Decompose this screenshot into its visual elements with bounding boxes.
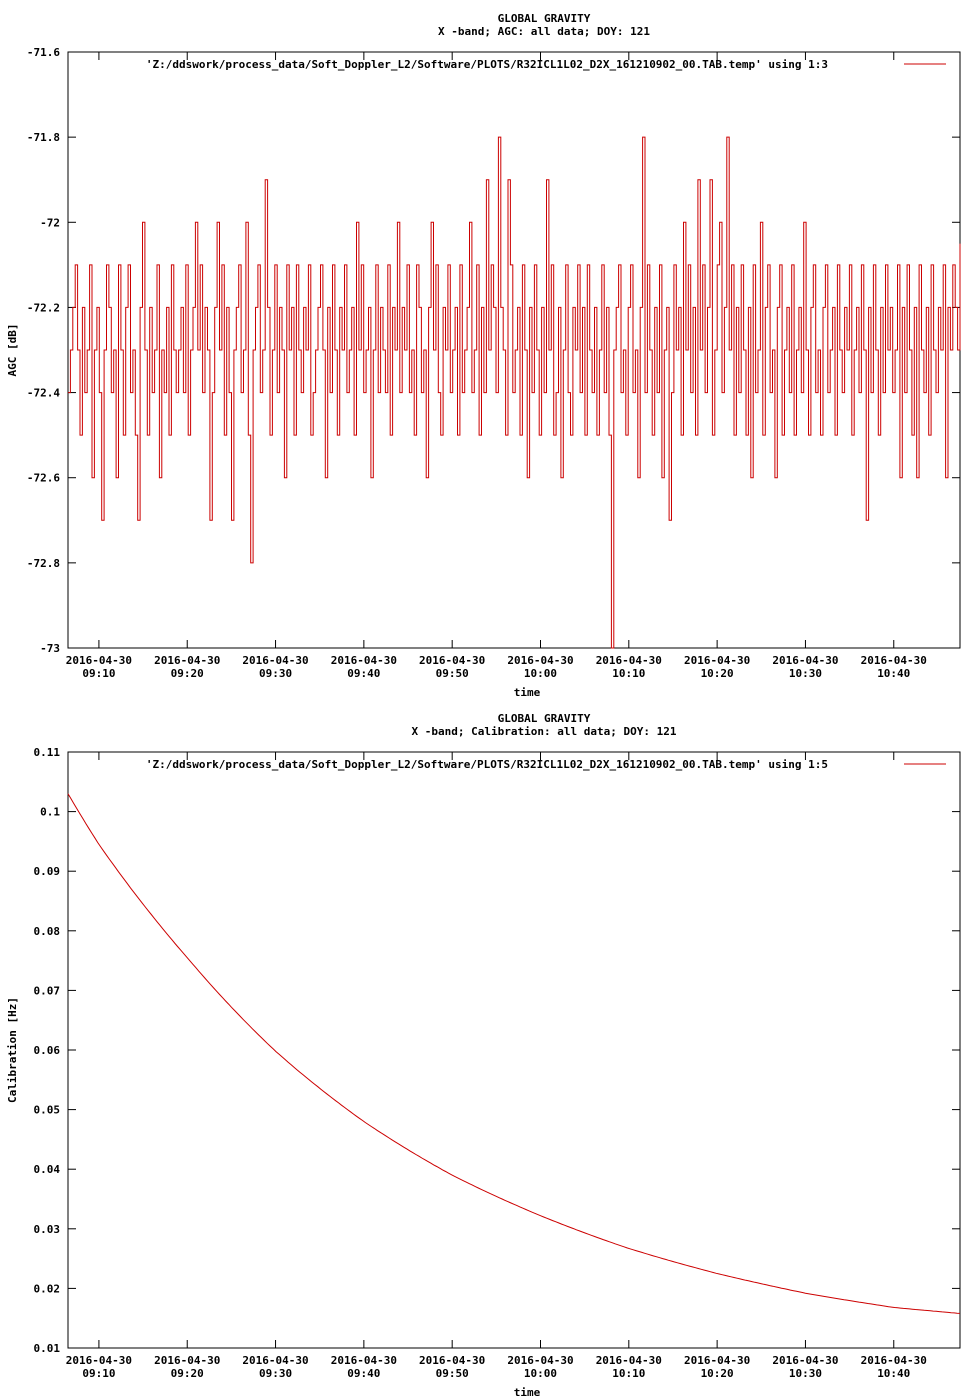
- y-tick-label: 0.11: [34, 746, 61, 759]
- chart-title: GLOBAL GRAVITY: [498, 712, 591, 725]
- x-tick-label-date: 2016-04-30: [861, 1354, 927, 1367]
- x-tick-label-date: 2016-04-30: [66, 1354, 132, 1367]
- y-tick-label: 0.01: [34, 1342, 61, 1355]
- x-tick-label-time: 10:30: [789, 667, 822, 680]
- x-tick-label-date: 2016-04-30: [154, 654, 220, 667]
- y-axis-label: Calibration [Hz]: [6, 997, 19, 1103]
- chart-title: GLOBAL GRAVITY: [498, 12, 591, 25]
- y-tick-label: 0.06: [34, 1044, 61, 1057]
- x-tick-label-date: 2016-04-30: [242, 654, 308, 667]
- x-tick-label-time: 09:10: [82, 667, 115, 680]
- x-tick-label-date: 2016-04-30: [596, 654, 662, 667]
- x-tick-label-date: 2016-04-30: [772, 654, 838, 667]
- y-tick-label: -72.2: [27, 301, 60, 314]
- y-tick-label: -73: [40, 642, 60, 655]
- x-tick-label-time: 10:00: [524, 667, 557, 680]
- x-tick-label-date: 2016-04-30: [331, 1354, 397, 1367]
- x-tick-label-date: 2016-04-30: [66, 654, 132, 667]
- x-tick-label-time: 10:30: [789, 1367, 822, 1380]
- x-tick-label-date: 2016-04-30: [772, 1354, 838, 1367]
- x-tick-label-date: 2016-04-30: [419, 1354, 485, 1367]
- y-tick-label: -72.8: [27, 557, 60, 570]
- x-tick-label-time: 09:20: [171, 667, 204, 680]
- series-line: [68, 136, 961, 649]
- y-axis-label: AGC [dB]: [6, 324, 19, 377]
- y-tick-label: 0.1: [40, 806, 60, 819]
- x-tick-label-time: 10:40: [877, 667, 910, 680]
- legend-label: 'Z:/ddswork/process_data/Soft_Doppler_L2…: [146, 58, 828, 71]
- y-tick-label: -72.6: [27, 472, 60, 485]
- x-tick-label-date: 2016-04-30: [507, 654, 573, 667]
- x-tick-label-time: 10:10: [612, 1367, 645, 1380]
- y-tick-label: -71.8: [27, 131, 60, 144]
- x-tick-label-time: 10:10: [612, 667, 645, 680]
- legend-label: 'Z:/ddswork/process_data/Soft_Doppler_L2…: [146, 758, 828, 771]
- x-tick-label-time: 10:40: [877, 1367, 910, 1380]
- x-tick-label-time: 09:50: [436, 1367, 469, 1380]
- y-tick-label: 0.04: [34, 1163, 61, 1176]
- x-axis-label: time: [514, 1386, 541, 1399]
- x-axis-label: time: [514, 686, 541, 699]
- y-tick-label: -71.6: [27, 46, 60, 59]
- series-line: [67, 793, 961, 1314]
- plot-frame: [67, 751, 961, 1349]
- x-tick-label-time: 09:40: [347, 1367, 380, 1380]
- x-tick-label-time: 10:00: [524, 1367, 557, 1380]
- x-tick-label-date: 2016-04-30: [419, 654, 485, 667]
- y-tick-label: 0.09: [34, 865, 61, 878]
- y-tick-label: 0.05: [34, 1104, 61, 1117]
- x-tick-label-date: 2016-04-30: [507, 1354, 573, 1367]
- y-tick-label: -72.4: [27, 387, 60, 400]
- x-tick-label-date: 2016-04-30: [154, 1354, 220, 1367]
- x-tick-label-time: 09:10: [82, 1367, 115, 1380]
- x-tick-label-time: 10:20: [701, 667, 734, 680]
- y-tick-label: 0.07: [34, 984, 61, 997]
- y-tick-label: -72: [40, 216, 60, 229]
- chart-subtitle: X -band; AGC: all data; DOY: 121: [438, 25, 650, 38]
- x-tick-label-date: 2016-04-30: [242, 1354, 308, 1367]
- y-tick-label: 0.08: [34, 925, 61, 938]
- x-tick-label-time: 10:20: [701, 1367, 734, 1380]
- x-tick-label-date: 2016-04-30: [861, 654, 927, 667]
- plot-frame: [67, 51, 961, 649]
- x-tick-label-time: 09:20: [171, 1367, 204, 1380]
- x-tick-label-time: 09:30: [259, 1367, 292, 1380]
- x-tick-label-time: 09:50: [436, 667, 469, 680]
- y-tick-label: 0.03: [34, 1223, 61, 1236]
- x-tick-label-date: 2016-04-30: [331, 654, 397, 667]
- chart-subtitle: X -band; Calibration: all data; DOY: 121: [412, 725, 677, 738]
- y-tick-label: 0.02: [34, 1282, 61, 1295]
- x-tick-label-date: 2016-04-30: [596, 1354, 662, 1367]
- x-tick-label-time: 09:30: [259, 667, 292, 680]
- x-tick-label-date: 2016-04-30: [684, 1354, 750, 1367]
- x-tick-label-date: 2016-04-30: [684, 654, 750, 667]
- x-tick-label-time: 09:40: [347, 667, 380, 680]
